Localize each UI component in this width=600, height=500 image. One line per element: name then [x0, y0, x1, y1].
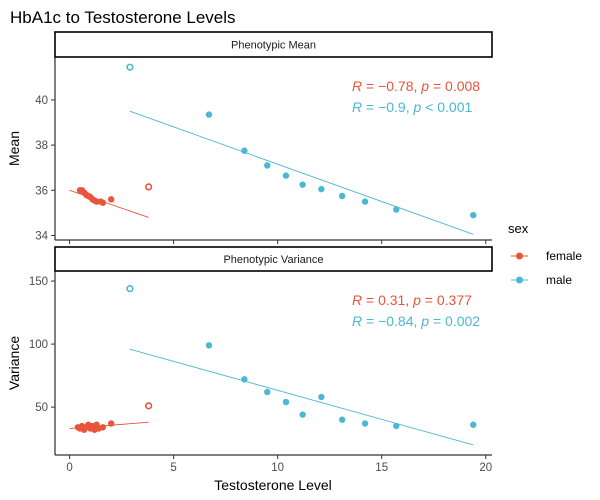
outlier-point	[145, 183, 153, 191]
y-tick-label: 40	[35, 95, 48, 107]
x-tick-label: 0	[66, 462, 72, 474]
data-point	[282, 172, 290, 179]
outlier-point	[145, 402, 153, 410]
data-point	[299, 181, 306, 188]
data-point	[470, 211, 477, 219]
data-point	[338, 192, 346, 200]
y-axis-title: Variance	[6, 336, 22, 390]
data-point	[361, 420, 369, 427]
legend-label: female	[546, 249, 582, 263]
regression-line	[129, 348, 474, 446]
data-point	[241, 147, 248, 154]
data-point	[338, 416, 346, 423]
data-point	[107, 420, 115, 427]
data-point	[318, 393, 325, 401]
series-female: R = 0.31, p = 0.377	[69, 292, 472, 433]
y-tick-label: 36	[35, 185, 48, 197]
data-point	[99, 199, 107, 206]
y-tick-label: 38	[35, 140, 48, 152]
facet-strip	[54, 31, 493, 58]
y-tick-label: 34	[35, 230, 48, 242]
legend-label: male	[546, 273, 572, 287]
data-point	[470, 421, 477, 428]
facet-strip-label: Phenotypic Variance	[223, 254, 323, 266]
regression-line	[129, 110, 474, 235]
panel-2: Phenotypic Variance 50 100 150 0 5 10 15 20 Varia…	[6, 246, 493, 474]
legend-key-point	[516, 252, 523, 260]
x-tick-label: 10	[271, 462, 284, 474]
series-male: R = −0.84, p = 0.002	[126, 285, 480, 446]
correlation-annotation: R = −0.84, p = 0.002	[352, 313, 480, 329]
series-female: R = −0.78, p = 0.008	[69, 78, 480, 218]
legend: sex female male	[508, 221, 582, 287]
panels: Phenotypic Mean 34 36 38 40 Mean R = −0.78, p …	[6, 31, 493, 474]
legend-entry-male: male	[511, 273, 572, 287]
data-point	[393, 422, 400, 430]
data-point	[99, 424, 107, 431]
x-tick-label: 5	[170, 462, 176, 474]
y-tick-label: 150	[29, 276, 48, 288]
data-point	[205, 342, 213, 349]
data-point	[264, 162, 271, 169]
data-point	[205, 111, 213, 118]
legend-title: sex	[508, 221, 529, 236]
data-point	[107, 196, 115, 203]
y-tick-label: 100	[29, 339, 48, 351]
data-point	[241, 376, 248, 383]
series-male: R = −0.9, p < 0.001	[126, 63, 477, 235]
panel-1: Phenotypic Mean 34 36 38 40 Mean R = −0.78, p …	[6, 31, 493, 244]
data-point	[282, 398, 290, 406]
facet-strip-label: Phenotypic Mean	[231, 40, 316, 52]
x-tick-label: 15	[375, 462, 388, 474]
data-point	[318, 185, 325, 193]
correlation-annotation: R = −0.9, p < 0.001	[352, 99, 473, 115]
data-point	[264, 388, 271, 396]
legend-entry-female: female	[511, 249, 582, 263]
y-axis-title: Mean	[6, 131, 22, 166]
data-point	[361, 198, 369, 205]
chart-title: HbA1c to Testosterone Levels	[10, 8, 236, 27]
x-tick-label: 20	[479, 462, 492, 474]
data-point	[299, 411, 306, 418]
outlier-point	[126, 63, 134, 71]
data-point	[393, 206, 400, 213]
regression-line	[69, 189, 149, 218]
facet-strip	[54, 246, 493, 272]
legend-key-point	[516, 276, 523, 284]
y-tick-label: 50	[35, 402, 48, 414]
correlation-annotation: R = 0.31, p = 0.377	[352, 292, 472, 308]
outlier-point	[126, 285, 134, 293]
correlation-annotation: R = −0.78, p = 0.008	[352, 78, 480, 94]
x-axis-title: Testosterone Level	[214, 477, 332, 493]
